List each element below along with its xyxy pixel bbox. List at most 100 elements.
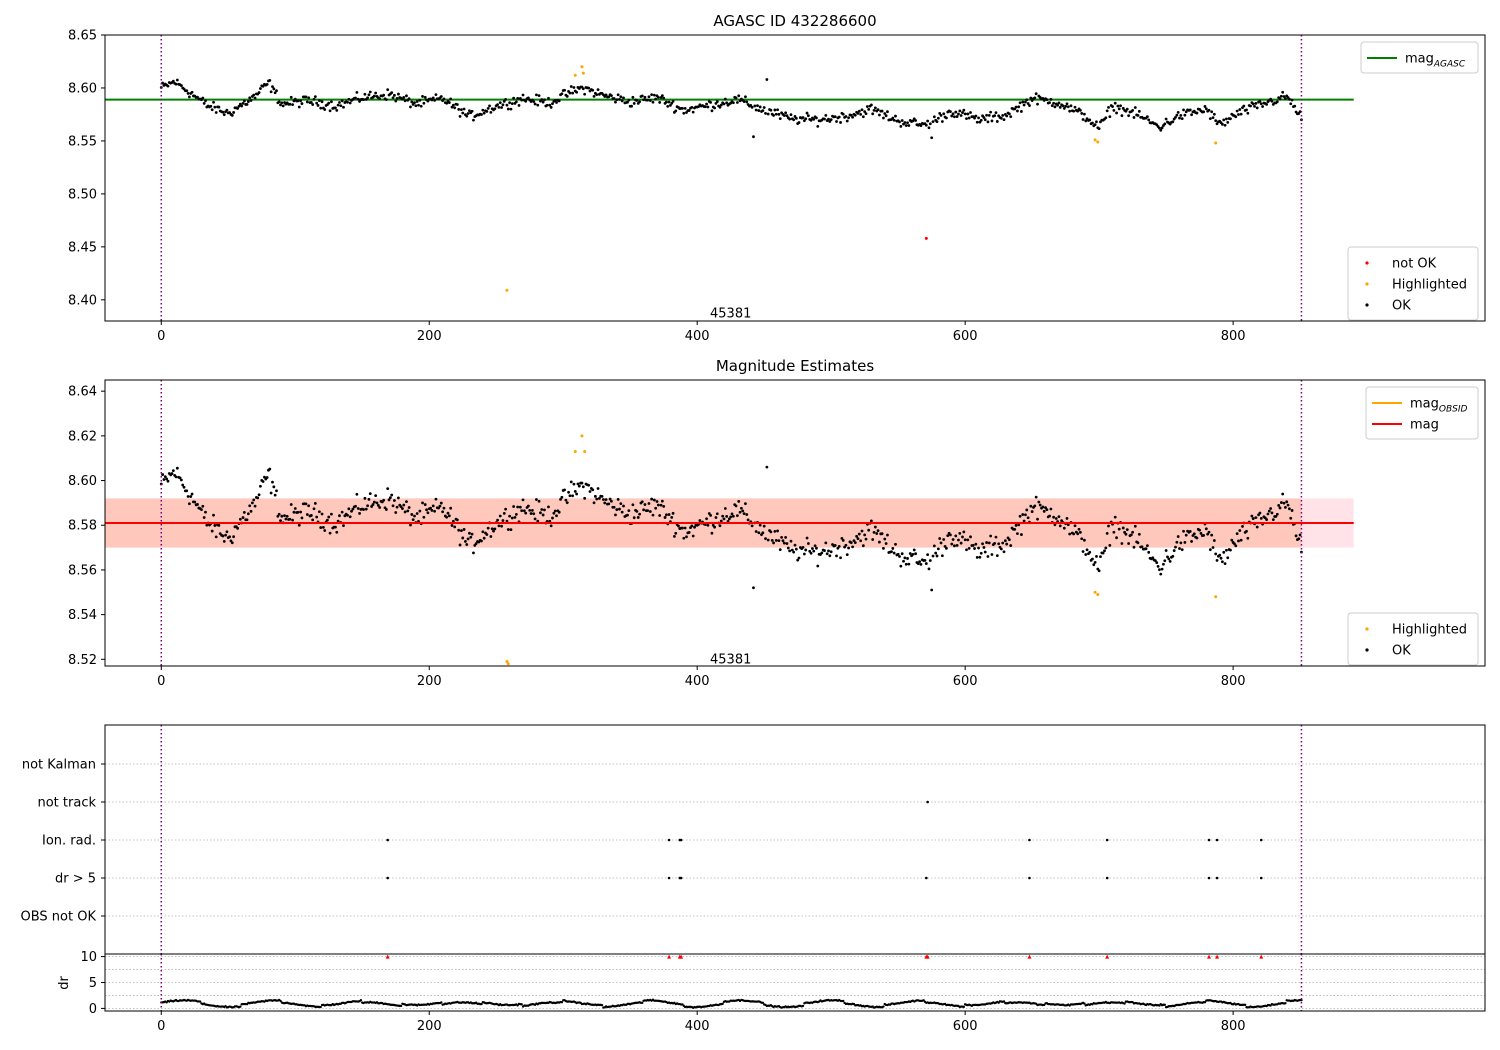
- ok-point: [1003, 539, 1007, 543]
- ok-point: [912, 548, 916, 552]
- ok-point: [347, 97, 351, 101]
- ok-point: [462, 107, 466, 111]
- ok-point: [391, 504, 395, 508]
- ok-point: [313, 95, 317, 99]
- ok-point: [1175, 540, 1179, 544]
- ok-point: [742, 100, 746, 103]
- ok-point: [824, 114, 828, 117]
- ok-point: [727, 517, 731, 521]
- data-points: [159, 65, 1303, 292]
- ok-point: [246, 100, 250, 103]
- ok-point: [668, 103, 672, 107]
- ok-point: [958, 531, 962, 535]
- ok-point: [784, 111, 788, 115]
- obsid-label: 45381: [710, 652, 751, 667]
- ok-point: [461, 111, 465, 115]
- ok-point: [271, 480, 274, 484]
- ok-point: [663, 516, 667, 519]
- ok-point: [327, 101, 331, 105]
- ok-point: [591, 488, 595, 492]
- ok-point: [802, 552, 806, 556]
- ok-point: [238, 517, 242, 521]
- ok-point: [969, 535, 972, 539]
- dr-point: [198, 1000, 202, 1003]
- ok-point: [165, 477, 169, 481]
- ok-point: [1091, 557, 1094, 561]
- ok-point: [963, 112, 967, 116]
- axes: 0 200 400 600 800 0 5 10: [80, 950, 1486, 1034]
- ok-point: [571, 494, 574, 498]
- ok-point: [658, 514, 662, 517]
- ok-point: [1048, 101, 1051, 105]
- ok-point: [363, 92, 367, 96]
- ok-point: [280, 101, 284, 105]
- ok-point: [572, 482, 576, 486]
- ok-point: [1082, 538, 1086, 542]
- ok-point: [1287, 97, 1291, 101]
- ok-point: [1104, 546, 1108, 550]
- legend-status[interactable]: not OK Highlighted OK: [1347, 246, 1479, 321]
- ok-point: [776, 108, 779, 112]
- ok-point: [482, 111, 486, 115]
- ok-point: [713, 525, 717, 529]
- ok-point: [671, 511, 675, 515]
- ok-point: [1104, 116, 1108, 120]
- flag-marker: [926, 800, 929, 804]
- ok-point: [551, 516, 554, 520]
- highlighted-point: [573, 450, 577, 453]
- ok-point: [522, 509, 526, 513]
- ok-point: [390, 91, 394, 95]
- ok-point: [698, 519, 702, 522]
- ok-point: [468, 531, 471, 535]
- ok-point: [622, 96, 625, 100]
- ok-point: [935, 120, 939, 123]
- ok-point: [828, 554, 832, 558]
- ok-point: [567, 490, 570, 494]
- ok-point: [252, 498, 256, 502]
- ok-point: [1285, 500, 1289, 504]
- ok-point: [774, 538, 778, 542]
- highlighted-point: [581, 71, 585, 75]
- ok-point: [683, 106, 687, 110]
- legend-reference[interactable]: magAGASC: [1360, 41, 1479, 74]
- ok-point: [769, 530, 773, 534]
- ok-point: [261, 84, 265, 88]
- ok-point: [526, 504, 530, 508]
- ok-point: [873, 106, 877, 110]
- ok-point: [304, 95, 308, 99]
- ok-point: [1033, 96, 1037, 100]
- y-category-label: OBS not OK: [21, 910, 97, 925]
- ok-point: [410, 100, 414, 104]
- ok-point: [1266, 512, 1270, 516]
- ok-point: [1108, 115, 1112, 118]
- ok-point: [280, 514, 284, 518]
- ok-point: [880, 109, 884, 113]
- ok-point: [1259, 516, 1263, 520]
- ok-point: [188, 95, 191, 99]
- ok-point: [209, 104, 213, 108]
- ok-point: [1164, 549, 1168, 552]
- ok-point: [1269, 97, 1273, 101]
- ok-point: [745, 513, 749, 516]
- ok-point: [453, 106, 457, 110]
- ok-point: [655, 500, 659, 503]
- ok-point: [551, 102, 554, 106]
- ok-point: [985, 541, 988, 544]
- ok-point: [1289, 102, 1293, 106]
- ok-point: [461, 536, 465, 540]
- legend-status[interactable]: Highlighted OK: [1347, 612, 1479, 666]
- ok-point: [1005, 114, 1009, 118]
- ok-point: [872, 109, 876, 112]
- ok-point: [691, 110, 695, 114]
- ok-point: [498, 101, 502, 105]
- ok-point: [1246, 536, 1250, 540]
- y-tick-label: 8.60: [68, 474, 97, 489]
- ok-point: [756, 104, 759, 108]
- ok-point: [1057, 515, 1061, 519]
- ok-point: [1214, 552, 1218, 556]
- ok-point: [766, 112, 770, 116]
- ok-point: [521, 93, 525, 97]
- ok-point: [904, 562, 908, 566]
- ok-point: [792, 550, 796, 554]
